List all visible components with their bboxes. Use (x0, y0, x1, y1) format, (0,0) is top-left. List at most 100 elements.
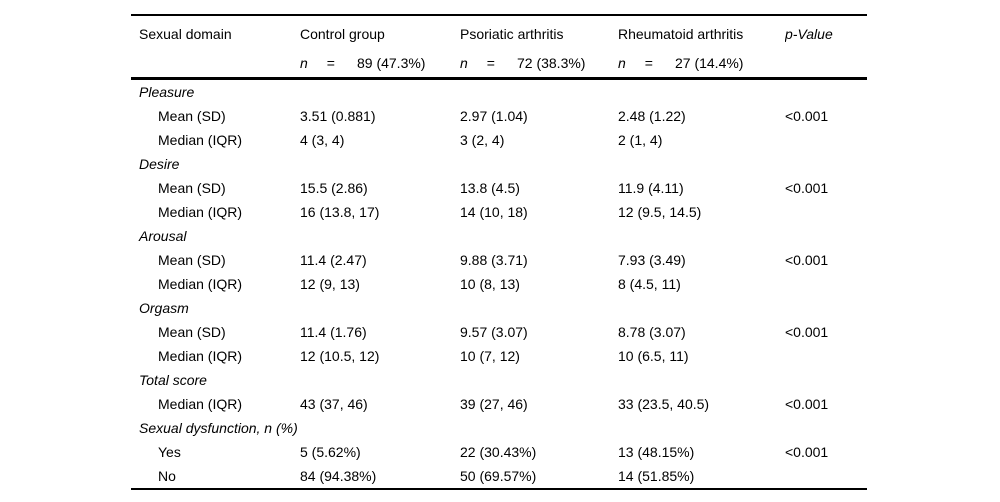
subheader-row: n = 89 (47.3%) n = 72 (38.3%) n = 27 (14.4%) (131, 48, 867, 80)
value-cell (460, 416, 618, 440)
column-header-p-value: p-Value (785, 26, 833, 42)
value-cell (460, 368, 618, 392)
n-count: 89 (47.3%) (356, 54, 426, 71)
column-header-control-group: Control group (300, 26, 385, 42)
value-cell: 10 (8, 13) (460, 276, 520, 292)
p-value-cell (785, 464, 867, 489)
value-cell (460, 152, 618, 176)
row-label: Yes (158, 444, 181, 460)
section-label: Arousal (139, 228, 187, 244)
n-symbol: n (460, 54, 468, 71)
row-label: Mean (SD) (158, 180, 226, 196)
n-symbol: n (300, 54, 308, 71)
value-cell: 2.97 (1.04) (460, 108, 528, 124)
section-row: Desire (131, 152, 867, 176)
data-row: Median (IQR) 12 (10.5, 12) 10 (7, 12) 10 (6… (131, 344, 867, 368)
value-cell: 14 (10, 18) (460, 204, 528, 220)
value-cell: 8.78 (3.07) (618, 324, 686, 340)
row-label: Median (IQR) (158, 132, 243, 148)
table-body: Pleasure Mean (SD) 3.51 (0.881) 2.97 (1.04)… (131, 79, 867, 490)
value-cell: 12 (9, 13) (300, 276, 360, 292)
subheader-rheumatoid-n: n = 27 (14.4%) (618, 48, 785, 80)
value-cell (300, 416, 460, 440)
value-cell: 2 (1, 4) (618, 132, 663, 148)
value-cell: 4 (3, 4) (300, 132, 345, 148)
data-row: Yes 5 (5.62%) 22 (30.43%) 13 (48.15%) <0.001 (131, 440, 867, 464)
row-label: No (158, 468, 176, 484)
p-value-cell (785, 79, 867, 105)
value-cell: 9.88 (3.71) (460, 252, 528, 268)
p-value-cell (785, 296, 867, 320)
data-row: Mean (SD) 11.4 (2.47) 9.88 (3.71) 7.93 (3.4… (131, 248, 867, 272)
subheader-control-group-n: n = 89 (47.3%) (300, 48, 460, 80)
value-cell: 5 (5.62%) (300, 444, 361, 460)
value-cell (618, 416, 785, 440)
value-cell (618, 152, 785, 176)
row-label: Median (IQR) (158, 396, 243, 412)
row-label: Median (IQR) (158, 204, 243, 220)
value-cell (618, 368, 785, 392)
section-label: Total score (139, 372, 207, 388)
p-value-cell: <0.001 (785, 108, 829, 124)
column-header-psoriatic-arthritis: Psoriatic arthritis (460, 26, 564, 42)
value-cell (300, 368, 460, 392)
sexual-function-stats-table: Sexual domain Control group Psoriatic ar… (131, 14, 867, 490)
data-row: Mean (SD) 11.4 (1.76) 9.57 (3.07) 8.78 (3.0… (131, 320, 867, 344)
value-cell: 84 (94.38%) (300, 468, 377, 484)
data-row: Mean (SD) 3.51 (0.881) 2.97 (1.04) 2.48 (1.… (131, 104, 867, 128)
value-cell: 9.57 (3.07) (460, 324, 528, 340)
value-cell (460, 79, 618, 105)
value-cell (300, 152, 460, 176)
row-label: Mean (SD) (158, 252, 226, 268)
equals-sign: = (326, 54, 335, 71)
n-count: 27 (14.4%) (674, 54, 744, 71)
subheader-empty-p-value (785, 48, 867, 80)
p-value-cell (785, 344, 867, 368)
value-cell: 13 (48.15%) (618, 444, 695, 460)
table-header: Sexual domain Control group Psoriatic ar… (131, 15, 867, 80)
value-cell: 39 (27, 46) (460, 396, 528, 412)
section-row: Sexual dysfunction, n (%) (131, 416, 867, 440)
data-row: Median (IQR) 43 (37, 46) 39 (27, 46) 33 (23… (131, 392, 867, 416)
section-label: Orgasm (139, 300, 189, 316)
column-header-sexual-domain: Sexual domain (139, 26, 232, 42)
equals-sign: = (644, 54, 653, 71)
data-row: Median (IQR) 16 (13.8, 17) 14 (10, 18) 12 (… (131, 200, 867, 224)
n-count: 72 (38.3%) (516, 54, 586, 71)
data-row: Median (IQR) 4 (3, 4) 3 (2, 4) 2 (1, 4) (131, 128, 867, 152)
section-row: Total score (131, 368, 867, 392)
value-cell (618, 296, 785, 320)
value-cell: 14 (51.85%) (618, 468, 695, 484)
value-cell: 13.8 (4.5) (460, 180, 520, 196)
p-value-cell (785, 128, 867, 152)
value-cell: 11.4 (1.76) (300, 324, 367, 340)
n-symbol: n (618, 54, 626, 71)
value-cell (618, 79, 785, 105)
p-value-cell: <0.001 (785, 180, 829, 196)
value-cell: 10 (6.5, 11) (618, 348, 689, 364)
column-header-rheumatoid-arthritis: Rheumatoid arthritis (618, 26, 744, 42)
value-cell: 33 (23.5, 40.5) (618, 396, 710, 412)
value-cell: 12 (9.5, 14.5) (618, 204, 702, 220)
value-cell (460, 296, 618, 320)
row-label: Median (IQR) (158, 348, 243, 364)
p-value-cell: <0.001 (785, 396, 829, 412)
section-label: Sexual dysfunction, n (%) (139, 420, 298, 436)
p-value-cell: <0.001 (785, 324, 829, 340)
value-cell: 11.4 (2.47) (300, 252, 367, 268)
value-cell: 12 (10.5, 12) (300, 348, 380, 364)
header-row: Sexual domain Control group Psoriatic ar… (131, 15, 867, 48)
section-label: Pleasure (139, 84, 195, 100)
value-cell (300, 296, 460, 320)
p-value-cell (785, 224, 867, 248)
value-cell (618, 224, 785, 248)
section-label: Desire (139, 156, 180, 172)
value-cell (300, 224, 460, 248)
p-value-cell (785, 152, 867, 176)
p-value-cell (785, 272, 867, 296)
value-cell: 43 (37, 46) (300, 396, 368, 412)
value-cell: 3 (2, 4) (460, 132, 505, 148)
value-cell (460, 224, 618, 248)
data-row: No 84 (94.38%) 50 (69.57%) 14 (51.85%) (131, 464, 867, 489)
p-value-cell: <0.001 (785, 252, 829, 268)
